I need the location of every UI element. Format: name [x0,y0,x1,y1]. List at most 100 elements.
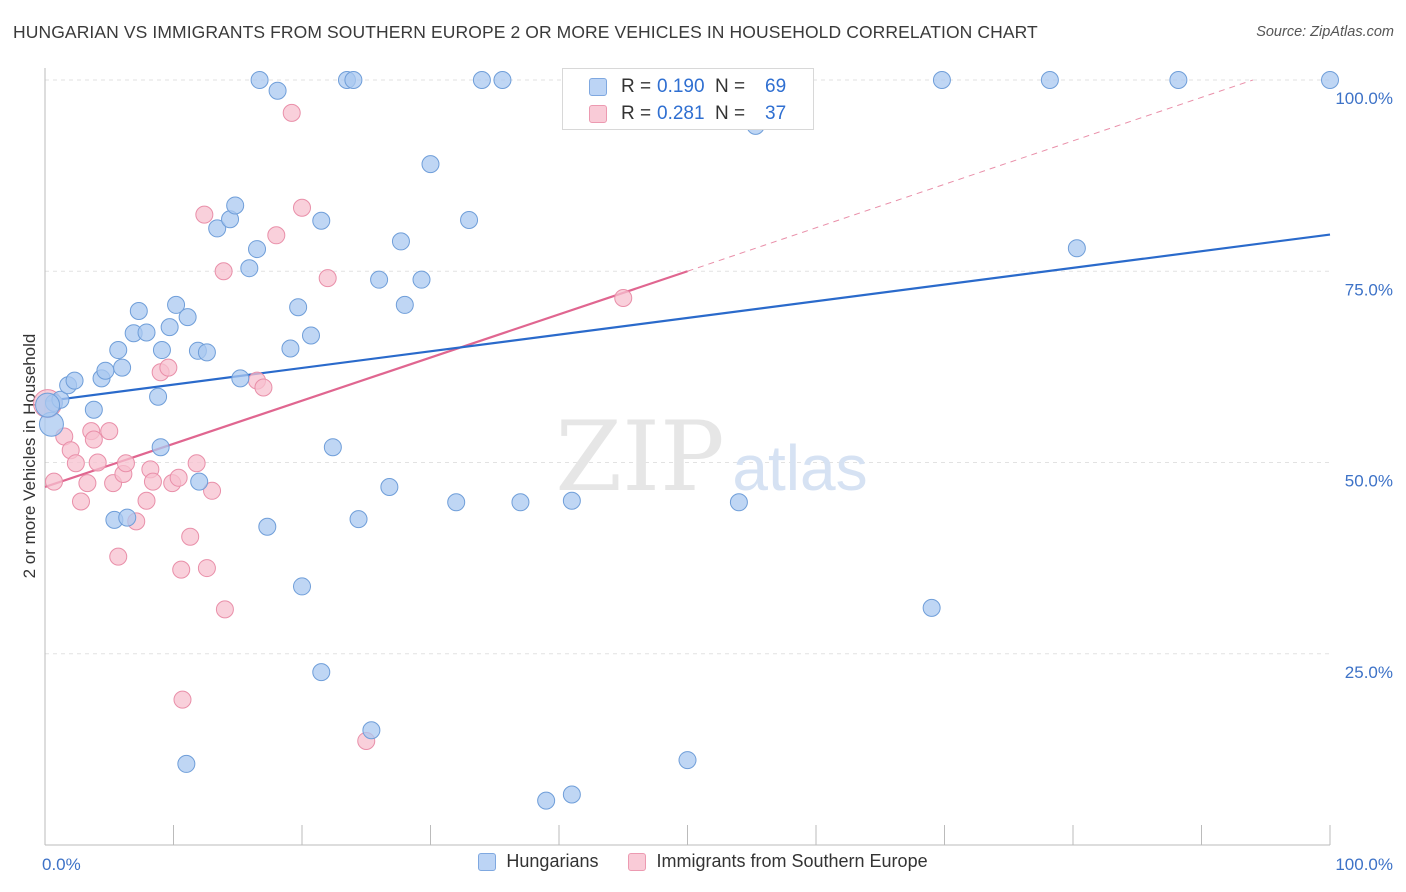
data-point-hungarians [412,270,431,289]
data-point-hungarians [178,308,197,327]
data-point-hungarians [447,493,466,512]
data-point-hungarians [1040,71,1059,89]
legend-label-hungarians: Hungarians [506,851,599,871]
data-point-hungarians [248,240,267,259]
data-point-immigrants [66,454,85,473]
data-point-hungarians [301,326,320,345]
trend-line-immigrants-extension [687,79,1254,272]
tick-labels: 25.0% 50.0% 75.0% 100.0% 0.0% 100.0% [42,89,1393,874]
data-point-hungarians [240,259,259,278]
data-point-immigrants [203,481,222,500]
data-point-hungarians [380,477,399,496]
y-tick-label: 100.0% [1335,89,1393,108]
data-point-hungarians [197,343,216,362]
data-point-hungarians [149,387,168,406]
data-point-hungarians [1067,239,1086,258]
r-value: 0.281 [657,103,705,124]
data-point-hungarians [137,323,156,342]
data-point-hungarians [258,517,277,536]
axes [44,68,1331,846]
r-value: 0.190 [657,76,705,97]
data-point-immigrants [109,547,128,566]
data-point-hungarians [922,598,941,617]
data-point-immigrants [78,474,97,493]
data-point-hungarians [118,508,137,527]
data-point-hungarians [511,493,530,512]
r-label: R = [621,103,652,124]
n-value: 37 [765,103,787,124]
legend-item-hungarians[interactable]: Hungarians [478,851,598,872]
data-point-immigrants [173,690,192,709]
data-point-hungarians [1169,71,1188,89]
watermark-atlas: atlas [732,432,867,504]
data-point-hungarians [289,298,308,317]
data-point-hungarians [421,155,440,174]
x-tick-label: 0.0% [42,855,81,874]
series-hungarians-points [35,71,1339,810]
data-point-immigrants [214,262,233,281]
data-point-immigrants [137,491,156,510]
data-point-hungarians [312,663,331,682]
data-point-hungarians [151,438,170,457]
data-point-immigrants [195,205,214,224]
chart-title: HUNGARIAN VS IMMIGRANTS FROM SOUTHERN EU… [13,22,1038,42]
n-label: N = [715,76,746,97]
data-point-immigrants [88,453,107,472]
data-point-hungarians [113,358,132,377]
data-point-hungarians [293,577,311,596]
data-point-immigrants [169,468,188,487]
data-point-immigrants [84,430,103,449]
y-tick-label: 25.0% [1345,663,1393,682]
data-point-hungarians [231,369,250,388]
series-immigrants-points [33,103,633,750]
data-point-immigrants [143,472,162,491]
data-point-hungarians [562,785,581,804]
data-point-hungarians [109,341,128,360]
data-point-immigrants [215,600,234,619]
data-point-immigrants [181,527,200,546]
correlation-legend: R = 0.190 N = 69 R = 0.281 N = 37 [562,68,814,130]
data-point-immigrants [71,492,90,511]
r-label: R = [621,76,652,97]
data-point-hungarians [344,71,363,89]
data-point-immigrants [187,454,206,473]
data-point-hungarians [65,371,84,390]
data-point-immigrants [172,560,191,579]
data-point-hungarians [208,219,227,238]
data-point-hungarians [323,438,342,457]
data-point-hungarians [250,71,269,89]
legend-item-immigrants[interactable]: Immigrants from Southern Europe [628,851,928,872]
data-point-hungarians [537,791,556,810]
data-point-hungarians [177,754,196,773]
data-point-immigrants [293,198,311,217]
data-point-hungarians [129,302,148,321]
y-tick-label: 50.0% [1345,472,1393,491]
data-point-hungarians [370,270,389,289]
watermark-zip: ZIP [555,401,724,513]
legend-swatch-blue [589,78,607,96]
n-label: N = [715,103,746,124]
data-point-hungarians [932,71,951,89]
legend-swatch-pink [628,852,647,871]
legend-swatch-pink [589,105,607,123]
data-point-immigrants [282,103,301,122]
x-tick-label: 100.0% [1335,855,1393,874]
data-point-immigrants [267,226,286,245]
grid-lines [45,79,1330,655]
data-point-hungarians [472,71,491,89]
data-point-hungarians [391,232,410,251]
data-point-immigrants [100,422,119,441]
data-point-hungarians [460,210,479,229]
trend-line-immigrants [44,270,688,489]
data-point-hungarians [349,510,368,529]
data-point-hungarians [84,400,103,419]
data-point-hungarians [96,361,115,380]
data-point-hungarians [562,491,581,510]
data-point-hungarians [281,339,300,358]
legend-swatch-blue [478,852,497,871]
series-legend: Hungarians Immigrants from Southern Euro… [0,851,1406,872]
data-point-hungarians [268,81,287,100]
legend-label-immigrants: Immigrants from Southern Europe [656,851,928,871]
data-point-immigrants [116,454,135,473]
